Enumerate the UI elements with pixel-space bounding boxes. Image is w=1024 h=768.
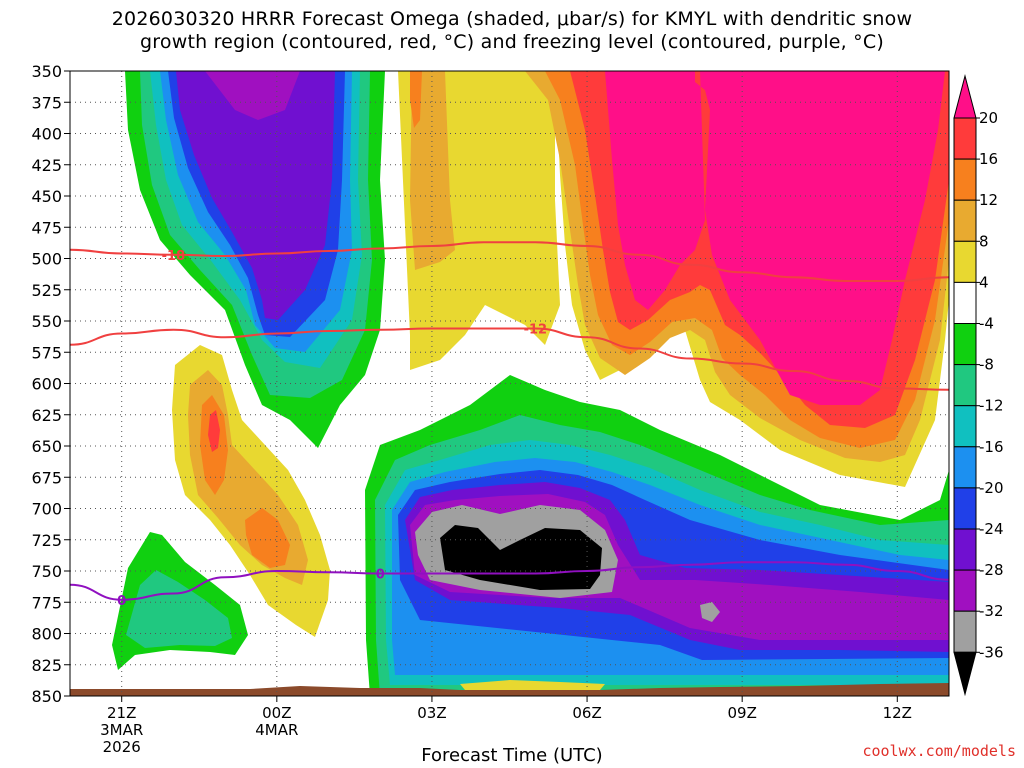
y-tick-label: 375 — [31, 93, 62, 112]
y-tick-label: 400 — [31, 125, 62, 144]
y-tick-label: 500 — [31, 250, 62, 269]
weak-subsidence-near-surface — [460, 680, 605, 691]
subsidence-region-upper-right — [398, 71, 949, 487]
grid-lines — [70, 71, 949, 696]
colorbar-label: -20 — [979, 479, 1004, 497]
x-tick-label: 09Z — [727, 704, 756, 722]
x-tick-label: 4MAR — [255, 721, 298, 739]
contour-label: -12 — [524, 323, 548, 338]
colorbar-swatch — [953, 240, 977, 283]
credit-text: coolwx.com/models — [862, 742, 1016, 760]
colorbar-swatch — [953, 528, 977, 571]
colorbar-label: 8 — [979, 232, 989, 250]
y-tick-label: 825 — [31, 656, 62, 675]
colorbar-label: -28 — [979, 561, 1004, 579]
y-tick-label: 550 — [31, 312, 62, 331]
colorbar-label: -36 — [979, 643, 1004, 661]
colorbar-swatch — [953, 446, 977, 489]
colorbar-swatch — [953, 487, 977, 530]
contour-dgz-minus12 — [70, 327, 949, 391]
y-tick-label: 800 — [31, 625, 62, 644]
contour-label: 0 — [376, 568, 385, 583]
ascent-blob-lower-left — [112, 532, 248, 670]
x-tick-label: 21Z — [107, 704, 136, 722]
contour-label: -18 — [162, 249, 186, 264]
chart-title-line-1: 2026030320 HRRR Forecast Omega (shaded, … — [111, 8, 913, 30]
colorbar-label: 12 — [979, 191, 998, 209]
y-tick-label: 650 — [31, 437, 62, 456]
colorbar-label: 20 — [979, 109, 998, 127]
y-tick-label: 625 — [31, 406, 62, 425]
colorbar-label: -12 — [979, 397, 1004, 415]
colorbar-cap-bottom — [953, 651, 977, 697]
colorbar-swatch — [953, 364, 977, 407]
terrain-surface — [70, 683, 949, 696]
x-tick-label: 06Z — [572, 704, 601, 722]
colorbar-label: -4 — [979, 315, 994, 333]
x-tick-label: 03Z — [417, 704, 446, 722]
x-tick-label: 2026 — [103, 738, 141, 756]
chart-title-line-2: growth region (contoured, red, °C) and f… — [140, 31, 884, 53]
y-tick-label: 525 — [31, 281, 62, 300]
contour-dgz-minus18 — [70, 241, 949, 282]
y-tick-label: 575 — [31, 343, 62, 362]
y-tick-label: 600 — [31, 375, 62, 394]
colorbar-swatch — [953, 117, 977, 160]
colorbar-label: -32 — [979, 602, 1004, 620]
colorbar-cap-top — [953, 74, 977, 119]
y-tick-label: 850 — [31, 687, 62, 706]
x-tick-label: 3MAR — [100, 721, 143, 739]
x-axis-label: Forecast Time (UTC) — [421, 745, 603, 766]
colorbar-swatch — [953, 199, 977, 242]
x-tick-label: 00Z — [262, 704, 291, 722]
contour-label: 0 — [117, 594, 126, 609]
y-tick-label: 775 — [31, 593, 62, 612]
colorbar-swatch — [953, 158, 977, 201]
colorbar-label: 4 — [979, 273, 989, 291]
y-tick-label: 475 — [31, 218, 62, 237]
y-tick-label: 450 — [31, 187, 62, 206]
y-tick-label: 725 — [31, 531, 62, 550]
colorbar-swatch — [953, 405, 977, 448]
y-tick-label: 350 — [31, 62, 62, 81]
contour-freezing-level — [70, 561, 949, 601]
colorbar-swatch — [953, 323, 977, 366]
colorbar-swatch — [953, 610, 977, 653]
x-tick-label: 12Z — [883, 704, 912, 722]
colorbar-swatch — [953, 281, 977, 324]
colorbar-label: -24 — [979, 520, 1004, 538]
y-tick-label: 700 — [31, 500, 62, 519]
subsidence-blob-left — [172, 345, 330, 637]
colorbar-label: 16 — [979, 150, 998, 168]
colorbar-label: -8 — [979, 356, 994, 374]
y-tick-label: 750 — [31, 562, 62, 581]
colorbar-swatch — [953, 569, 977, 612]
ascent-core-main — [365, 375, 949, 696]
colorbar-label: -16 — [979, 438, 1004, 456]
y-tick-label: 425 — [31, 156, 62, 175]
y-tick-label: 675 — [31, 468, 62, 487]
